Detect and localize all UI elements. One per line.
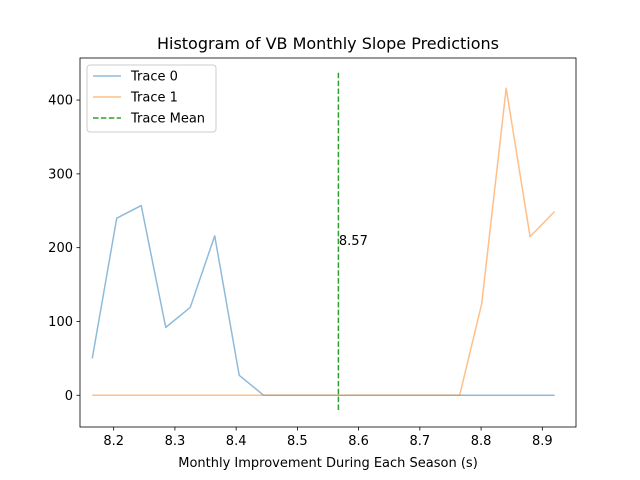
y-tick-label: 100 xyxy=(48,315,73,330)
x-tick-label: 8.5 xyxy=(287,434,308,449)
x-tick-label: 8.3 xyxy=(165,434,186,449)
plot-area: 8.57 8.2 8.3 8.4 8.5 8.6 8.7 8.8 8.9 0 100 200 300 40… xyxy=(48,57,577,449)
axes-frame xyxy=(79,57,577,428)
series-line-trace-1 xyxy=(92,87,556,397)
x-tick-label: 8.4 xyxy=(226,434,247,449)
legend-entry-trace-mean-label: Trace Mean xyxy=(130,112,205,127)
legend: Trace 0 Trace 1 Trace Mean xyxy=(86,64,217,133)
x-axis-label: Monthly Improvement During Each Season (… xyxy=(178,456,478,471)
x-tick-label: 8.9 xyxy=(532,434,553,449)
mean-value-annotation: 8.57 xyxy=(339,234,368,249)
x-tick-label: 8.6 xyxy=(348,434,369,449)
chart-title: Histogram of VB Monthly Slope Prediction… xyxy=(157,34,499,53)
x-tick-label: 8.7 xyxy=(410,434,431,449)
y-tick-label: 200 xyxy=(48,241,73,256)
y-tick-label: 300 xyxy=(48,167,73,182)
x-tick-label: 8.8 xyxy=(471,434,492,449)
legend-entry-trace-0-label: Trace 0 xyxy=(130,70,178,85)
y-tick-label: 400 xyxy=(48,94,73,109)
x-tick-label: 8.2 xyxy=(103,434,124,449)
legend-box xyxy=(86,64,217,133)
legend-entry-trace-1-label: Trace 1 xyxy=(130,91,178,106)
y-tick-label: 0 xyxy=(65,389,73,404)
